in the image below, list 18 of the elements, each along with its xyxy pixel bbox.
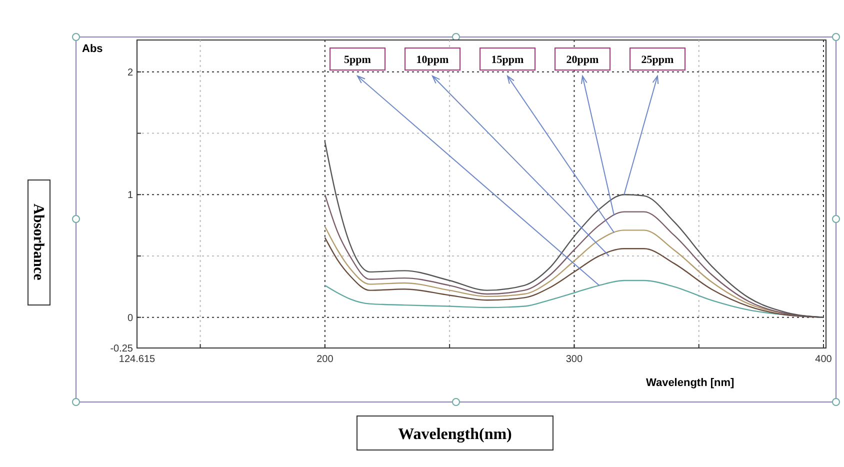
x-tick-label: 124.615	[118, 354, 156, 365]
annotation: 10ppm	[416, 54, 449, 66]
y-tick-label: 0	[127, 312, 134, 324]
text: Wavelength(nm)	[398, 426, 512, 443]
x-tick-label: 300	[566, 354, 583, 365]
y-tick-label: 2	[127, 67, 134, 78]
y-tick-label: -0.25	[110, 344, 134, 354]
x-axis-title: Wavelength [nm]	[646, 377, 735, 389]
annotation: 25ppm	[641, 54, 674, 66]
x-tick-label: 200	[316, 354, 334, 365]
y-tick-label: 1	[127, 190, 134, 202]
annotation: 20ppm	[566, 54, 599, 66]
y-axis-title: Abs	[82, 43, 103, 55]
x-tick-label: 400	[815, 354, 832, 365]
annotation: 5ppm	[344, 54, 371, 66]
annotation: 15ppm	[491, 54, 524, 66]
line-series	[324, 141, 824, 318]
text: Absorbance	[30, 204, 46, 281]
